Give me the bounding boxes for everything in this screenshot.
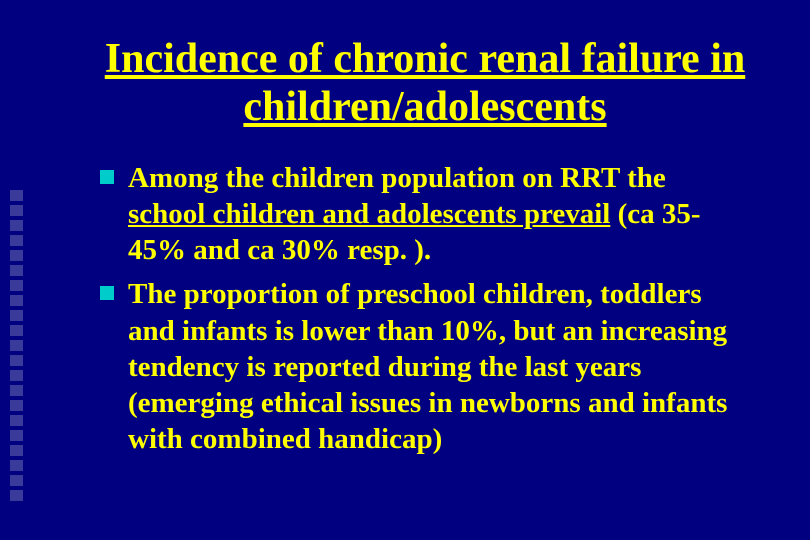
decoration-square (10, 475, 23, 486)
decoration-square (10, 445, 23, 456)
decoration-square (10, 415, 23, 426)
square-bullet-icon (100, 286, 114, 300)
bullet-item: The proportion of preschool children, to… (100, 276, 750, 457)
decoration-square (10, 220, 23, 231)
decoration-square (10, 235, 23, 246)
slide-content: Among the children population on RRT the… (100, 160, 750, 458)
bullet-text: Among the children population on RRT the… (128, 160, 750, 269)
plain-text: The proportion of preschool children, to… (128, 278, 727, 455)
decoration-square (10, 325, 23, 336)
plain-text: Among the children population on RRT the (128, 162, 666, 194)
decoration-square (10, 250, 23, 261)
decoration-square (10, 280, 23, 291)
decoration-square (10, 490, 23, 501)
decoration-square (10, 340, 23, 351)
slide-title: Incidence of chronic renal failure in ch… (100, 35, 750, 132)
bullet-item: Among the children population on RRT the… (100, 160, 750, 269)
decoration-square (10, 355, 23, 366)
decoration-square (10, 400, 23, 411)
decoration-square (10, 205, 23, 216)
decoration-square (10, 295, 23, 306)
square-bullet-icon (100, 170, 114, 184)
decoration-square (10, 310, 23, 321)
underlined-text: school children and adolescents prevail (128, 198, 610, 230)
decoration-square (10, 385, 23, 396)
decoration-square (10, 460, 23, 471)
left-decoration-strip (10, 190, 24, 500)
decoration-square (10, 430, 23, 441)
decoration-square (10, 265, 23, 276)
decoration-square (10, 190, 23, 201)
bullet-text: The proportion of preschool children, to… (128, 276, 750, 457)
decoration-square (10, 370, 23, 381)
slide-container: Incidence of chronic renal failure in ch… (0, 0, 810, 540)
